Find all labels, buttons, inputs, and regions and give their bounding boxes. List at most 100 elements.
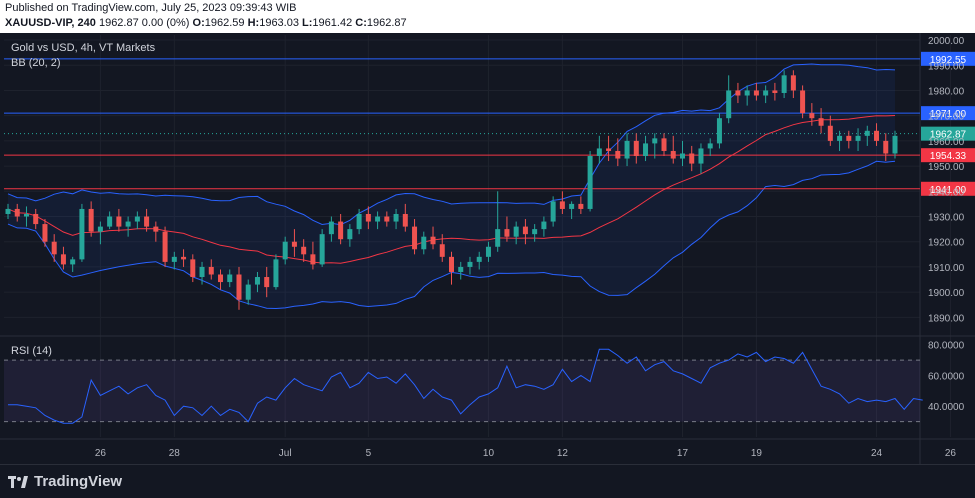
low-value: 1961.42: [312, 17, 353, 29]
price-tick-label: 1980.00: [928, 86, 965, 97]
last-price: 1962.87 0.00 (0%): [98, 17, 190, 29]
candle-body: [227, 274, 233, 283]
chart-area[interactable]: 1992.55 1971.00 1962.87 1954.33 1941.00 2000.…: [0, 33, 975, 464]
candle-body: [846, 135, 852, 141]
price-tick-label: 1900.00: [928, 288, 965, 299]
rsi-tick-label: 40.0000: [928, 402, 965, 413]
price-label: 1971.00: [930, 109, 967, 120]
candle-body: [430, 236, 436, 245]
chart-title: Gold vs USD, 4h, VT Markets: [11, 42, 156, 54]
price-label: 1962.87: [930, 130, 967, 141]
candle-body: [458, 266, 464, 272]
candle-body: [264, 277, 270, 288]
candle-body: [781, 75, 787, 93]
candle-body: [60, 254, 66, 265]
candle-body: [421, 236, 427, 250]
footer-bar: TradingView: [0, 464, 975, 498]
candle-body: [735, 90, 741, 96]
candle-body: [522, 226, 528, 235]
price-tick-label: 1940.00: [928, 187, 965, 198]
candle-body: [596, 148, 602, 157]
close-value: 1962.87: [366, 17, 407, 29]
candle-body: [679, 153, 685, 159]
published-caption: Published on TradingView.com, July 25, 2…: [5, 2, 297, 14]
rsi-pane: [4, 348, 923, 424]
candle-body: [162, 231, 168, 262]
price-tick-label: 1890.00: [928, 313, 965, 324]
candle-body: [504, 229, 510, 237]
candle-body: [495, 229, 501, 247]
price-label: 1992.55: [930, 55, 967, 66]
time-tick-label: 19: [751, 448, 763, 459]
candle-body: [827, 125, 833, 141]
candle-body: [208, 266, 214, 275]
candle-body: [753, 90, 759, 96]
candle-body: [365, 213, 371, 222]
price-tick-label: 1910.00: [928, 263, 965, 274]
candle-body: [744, 90, 750, 96]
candle-body: [624, 140, 630, 159]
candle-body: [97, 226, 103, 232]
rsi-tick-label: 80.0000: [928, 341, 965, 352]
candle-body: [23, 213, 29, 217]
indicator-label: BB (20, 2): [11, 57, 61, 69]
candle-body: [356, 213, 362, 230]
candle-body: [402, 213, 408, 227]
rsi-tick-label: 60.0000: [928, 371, 965, 382]
candle-body: [587, 156, 593, 209]
candle-body: [245, 284, 251, 300]
candle-body: [70, 259, 76, 265]
tradingview-logo[interactable]: TradingView: [8, 473, 122, 490]
candle-body: [633, 140, 639, 157]
candle-body: [707, 143, 713, 149]
time-tick-label: 17: [677, 448, 689, 459]
symbol-label: XAUUSD-VIP, 240: [5, 17, 96, 29]
candle-body: [550, 201, 556, 222]
candle-body: [171, 256, 177, 262]
candle-body: [790, 75, 796, 91]
time-axis: 26 28 Jul 5 10 12 17 19 24 26: [95, 448, 957, 459]
candle-body: [716, 118, 722, 144]
candle-body: [559, 201, 565, 209]
horizontal-lines: [4, 58, 920, 190]
price-label-bg: [921, 51, 975, 66]
time-tick-label: 26: [945, 448, 957, 459]
candle-body: [883, 140, 889, 154]
candle-body: [144, 216, 150, 227]
candle-body: [615, 150, 621, 159]
candle-body: [181, 256, 187, 260]
candle-body: [864, 130, 870, 136]
candle-body: [33, 213, 39, 225]
candle-body: [892, 135, 898, 154]
price-tick-label: 1990.00: [928, 61, 965, 72]
candle-body: [134, 216, 140, 222]
candle-body: [338, 221, 344, 240]
candle-body: [14, 208, 20, 217]
candle-body: [449, 256, 454, 272]
candle-body: [643, 143, 649, 157]
price-tick-label: 1950.00: [928, 162, 965, 173]
candle-body: [79, 208, 85, 260]
candle-body: [412, 226, 418, 250]
candle-body: [254, 277, 260, 285]
candle-body: [88, 208, 94, 232]
open-value: 1962.59: [204, 17, 245, 29]
candle-body: [51, 241, 57, 255]
chart-svg[interactable]: 1992.55 1971.00 1962.87 1954.33 1941.00 2000.…: [0, 33, 975, 464]
candle-body: [125, 221, 131, 227]
ohlc-bar: XAUUSD-VIP, 240 1962.87 0.00 (0%) O:1962…: [5, 17, 407, 31]
high-label: H:: [247, 17, 260, 29]
candle-body: [319, 234, 325, 265]
candle-body: [578, 203, 584, 209]
candle-body: [837, 135, 843, 141]
brand-label: TradingView: [34, 473, 123, 490]
candle-body: [476, 256, 482, 262]
candle-body: [5, 208, 11, 214]
candle-body: [236, 274, 242, 300]
candle-body: [310, 254, 316, 265]
time-tick-label: 5: [366, 448, 372, 459]
candle-body: [375, 216, 381, 222]
price-label: 1941.00: [930, 185, 967, 196]
candle-body: [541, 221, 547, 230]
candle-body: [439, 244, 445, 257]
